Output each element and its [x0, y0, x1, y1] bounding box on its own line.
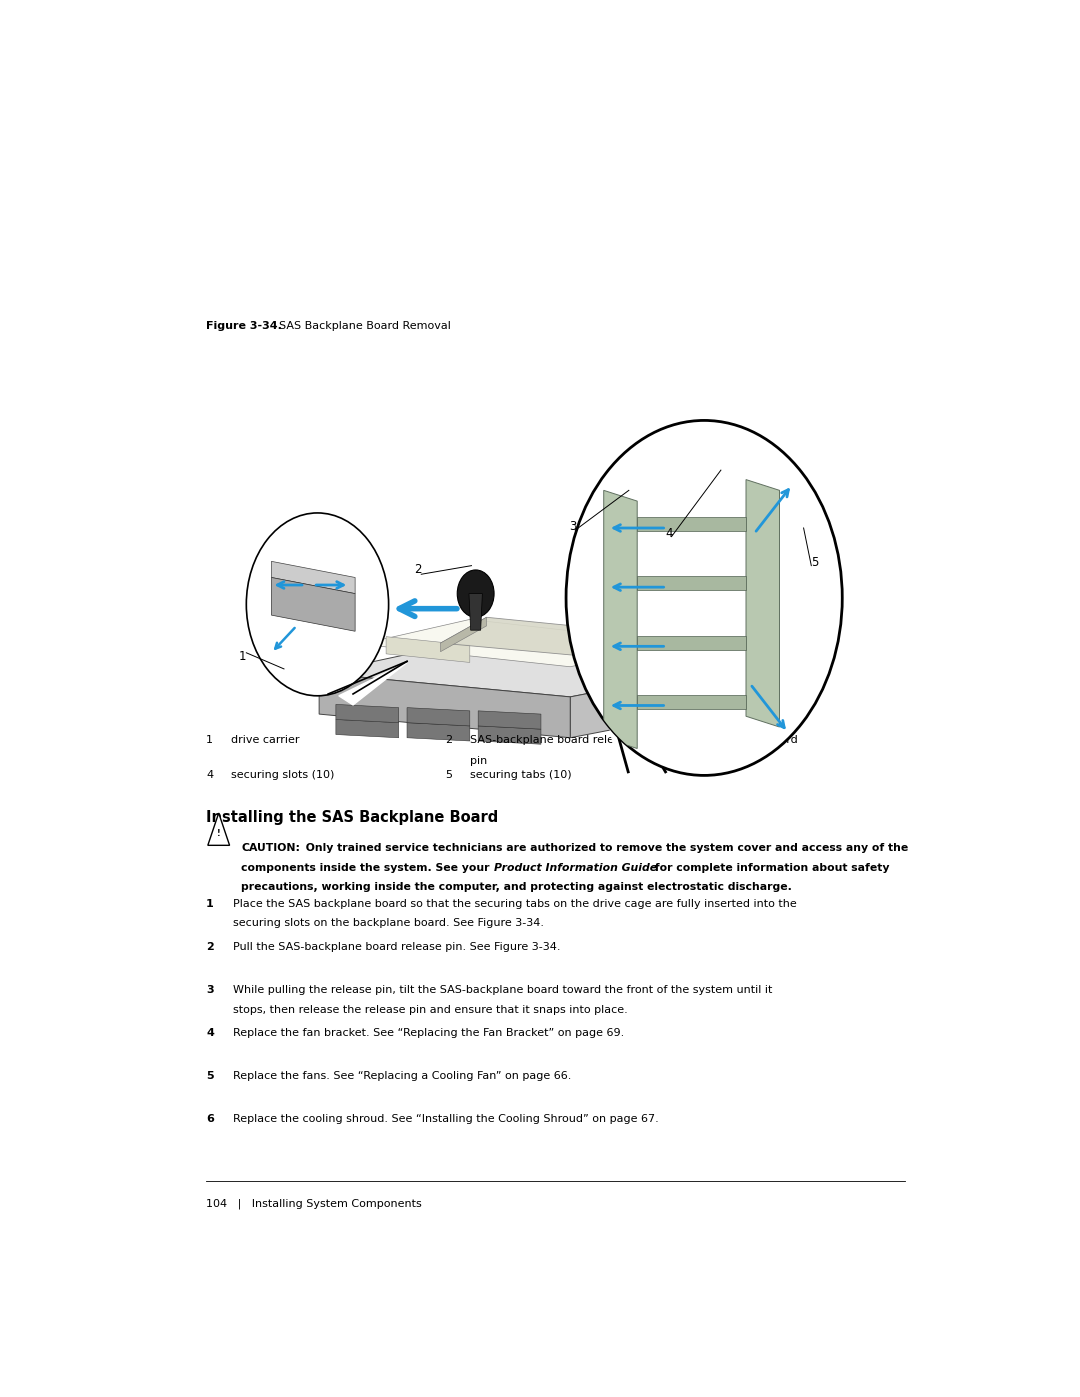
- Text: Product Information Guide: Product Information Guide: [494, 862, 658, 873]
- Polygon shape: [271, 562, 355, 594]
- Circle shape: [457, 570, 494, 617]
- Text: Only trained service technicians are authorized to remove the system cover and a: Only trained service technicians are aut…: [301, 844, 908, 854]
- Text: Figure 3-34.: Figure 3-34.: [206, 321, 282, 331]
- Polygon shape: [336, 704, 399, 722]
- Text: 5: 5: [445, 770, 451, 780]
- Polygon shape: [637, 517, 746, 531]
- Polygon shape: [271, 577, 355, 631]
- Polygon shape: [469, 594, 483, 630]
- Text: While pulling the release pin, tilt the SAS-backplane board toward the front of : While pulling the release pin, tilt the …: [233, 985, 772, 995]
- Text: 4: 4: [206, 1028, 214, 1038]
- Polygon shape: [478, 726, 541, 745]
- Text: 4: 4: [206, 770, 213, 780]
- Polygon shape: [746, 479, 780, 726]
- Text: 3: 3: [569, 521, 577, 534]
- Text: securing slots (10): securing slots (10): [231, 770, 335, 780]
- Text: components inside the system. See your: components inside the system. See your: [241, 862, 494, 873]
- Polygon shape: [339, 662, 407, 705]
- Text: SAS Backplane Board Removal: SAS Backplane Board Removal: [279, 321, 450, 331]
- Polygon shape: [336, 719, 399, 738]
- Text: 1: 1: [239, 650, 246, 662]
- Text: 104   |   Installing System Components: 104 | Installing System Components: [206, 1199, 422, 1208]
- Text: 5: 5: [206, 1071, 214, 1081]
- Text: Replace the cooling shroud. See “Installing the Cooling Shroud” on page 67.: Replace the cooling shroud. See “Install…: [233, 1115, 659, 1125]
- Polygon shape: [407, 708, 470, 726]
- Polygon shape: [441, 617, 486, 651]
- Text: Replace the fan bracket. See “Replacing the Fan Bracket” on page 69.: Replace the fan bracket. See “Replacing …: [233, 1028, 624, 1038]
- Polygon shape: [207, 813, 230, 845]
- Polygon shape: [478, 711, 541, 729]
- Text: 6: 6: [206, 1115, 214, 1125]
- Text: 2: 2: [445, 735, 451, 745]
- Circle shape: [566, 420, 842, 775]
- Text: Pull the SAS-backplane board release pin. See Figure 3-34.: Pull the SAS-backplane board release pin…: [233, 942, 561, 953]
- Circle shape: [246, 513, 389, 696]
- Polygon shape: [570, 668, 721, 738]
- Text: 4: 4: [665, 527, 673, 539]
- Polygon shape: [320, 641, 721, 697]
- Polygon shape: [637, 577, 746, 591]
- Polygon shape: [320, 673, 570, 738]
- Text: SAS-backplane board release: SAS-backplane board release: [470, 735, 633, 745]
- Text: pin: pin: [470, 756, 487, 766]
- Text: CAUTION:: CAUTION:: [241, 844, 300, 854]
- Text: 2: 2: [414, 563, 421, 577]
- Text: securing tabs (10): securing tabs (10): [470, 770, 571, 780]
- Text: 3: 3: [206, 985, 214, 995]
- Text: stops, then release the release pin and ensure that it snaps into place.: stops, then release the release pin and …: [233, 1004, 627, 1014]
- Polygon shape: [604, 490, 637, 749]
- Polygon shape: [441, 617, 704, 662]
- Polygon shape: [407, 722, 470, 740]
- Text: Installing the SAS Backplane Board: Installing the SAS Backplane Board: [206, 810, 498, 824]
- Text: for complete information about safety: for complete information about safety: [651, 862, 890, 873]
- Polygon shape: [637, 694, 746, 708]
- Polygon shape: [387, 637, 470, 662]
- Text: precautions, working inside the computer, and protecting against electrostatic d: precautions, working inside the computer…: [241, 882, 792, 891]
- Text: SAS backplane board: SAS backplane board: [679, 735, 798, 745]
- Text: securing slots on the backplane board. See Figure 3-34.: securing slots on the backplane board. S…: [233, 918, 544, 929]
- Text: drive carrier: drive carrier: [231, 735, 300, 745]
- Text: 1: 1: [206, 735, 213, 745]
- Polygon shape: [595, 655, 649, 784]
- Text: Replace the fans. See “Replacing a Cooling Fan” on page 66.: Replace the fans. See “Replacing a Cooli…: [233, 1071, 571, 1081]
- Polygon shape: [361, 619, 679, 666]
- Text: 1: 1: [206, 900, 214, 909]
- Text: Place the SAS backplane board so that the securing tabs on the drive cage are fu: Place the SAS backplane board so that th…: [233, 900, 797, 909]
- Polygon shape: [637, 636, 746, 650]
- Text: !: !: [217, 828, 220, 838]
- Text: 5: 5: [811, 556, 819, 569]
- Text: 2: 2: [206, 942, 214, 953]
- Text: 3: 3: [653, 735, 661, 745]
